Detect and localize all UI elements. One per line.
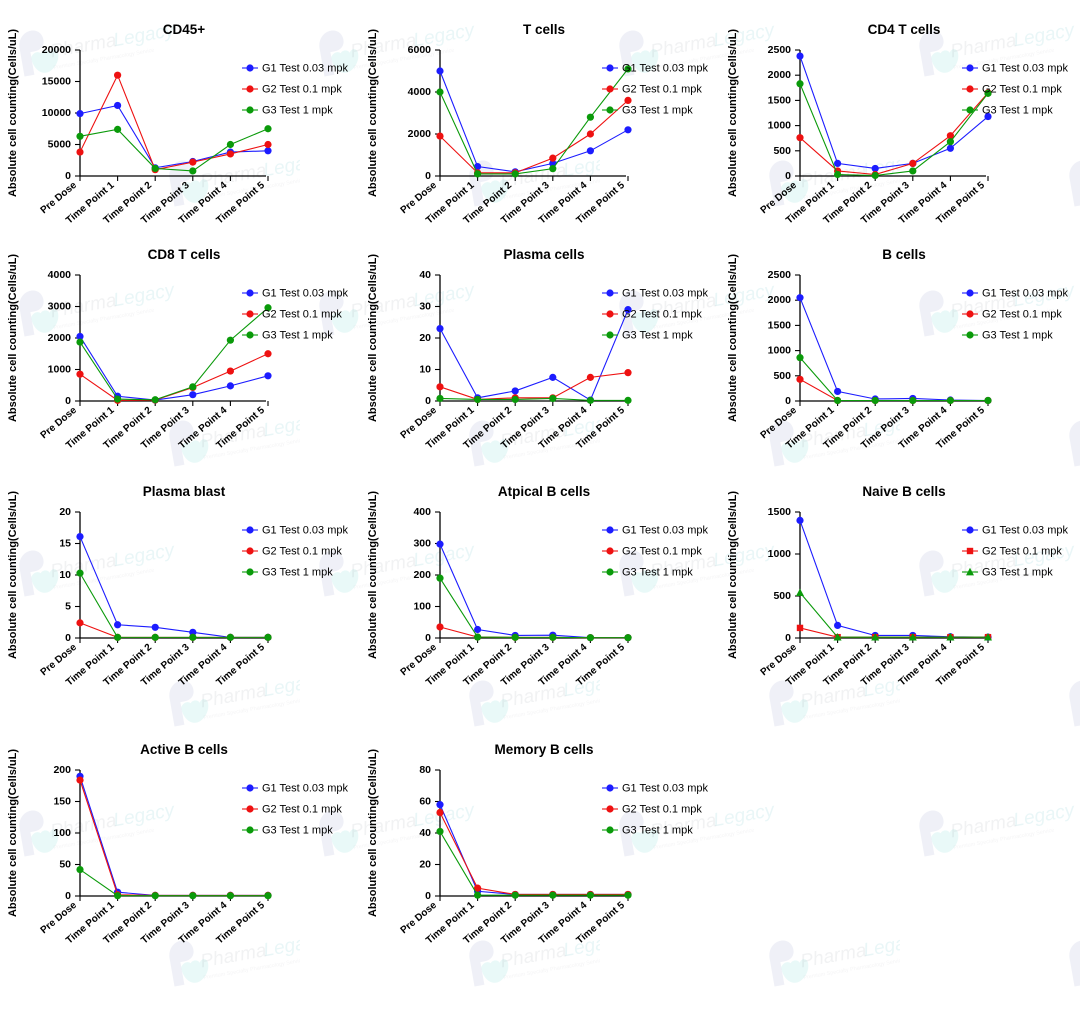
svg-text:Absolute cell counting(Cells/u: Absolute cell counting(Cells/uL) bbox=[7, 749, 19, 917]
svg-text:Plasma cells: Plasma cells bbox=[503, 247, 584, 262]
svg-text:T cells: T cells bbox=[523, 22, 565, 37]
svg-text:500: 500 bbox=[773, 590, 791, 602]
svg-text:Naive B cells: Naive B cells bbox=[862, 484, 945, 499]
svg-text:10: 10 bbox=[419, 364, 431, 376]
svg-text:20: 20 bbox=[419, 859, 431, 871]
svg-text:80: 80 bbox=[419, 764, 431, 776]
svg-text:G1 Test 0.03 mpk: G1 Test 0.03 mpk bbox=[982, 525, 1069, 537]
svg-text:Absolute cell counting(Cells/u: Absolute cell counting(Cells/uL) bbox=[727, 491, 739, 659]
svg-text:G3 Test 1 mpk: G3 Test 1 mpk bbox=[262, 567, 333, 579]
svg-text:200: 200 bbox=[53, 764, 71, 776]
svg-text:20: 20 bbox=[419, 332, 431, 344]
svg-text:G1 Test 0.03 mpk: G1 Test 0.03 mpk bbox=[622, 783, 709, 795]
svg-text:G3 Test 1 mpk: G3 Test 1 mpk bbox=[622, 330, 693, 342]
svg-text:G2 Test 0.1 mpk: G2 Test 0.1 mpk bbox=[982, 309, 1062, 321]
svg-text:1000: 1000 bbox=[48, 364, 72, 376]
svg-text:1000: 1000 bbox=[768, 120, 792, 132]
svg-text:6000: 6000 bbox=[408, 44, 432, 56]
svg-text:G1 Test 0.03 mpk: G1 Test 0.03 mpk bbox=[982, 288, 1069, 300]
svg-text:G2 Test 0.1 mpk: G2 Test 0.1 mpk bbox=[982, 84, 1062, 96]
svg-text:20000: 20000 bbox=[42, 44, 71, 56]
svg-text:30: 30 bbox=[419, 301, 431, 313]
svg-text:G3 Test 1 mpk: G3 Test 1 mpk bbox=[982, 105, 1053, 117]
svg-text:G2 Test 0.1 mpk: G2 Test 0.1 mpk bbox=[622, 309, 702, 321]
svg-text:G1 Test 0.03 mpk: G1 Test 0.03 mpk bbox=[622, 525, 709, 537]
svg-text:G3 Test 1 mpk: G3 Test 1 mpk bbox=[262, 105, 333, 117]
svg-text:2500: 2500 bbox=[768, 269, 792, 281]
svg-text:1000: 1000 bbox=[768, 345, 792, 357]
svg-text:G3 Test 1 mpk: G3 Test 1 mpk bbox=[982, 330, 1053, 342]
svg-text:G3 Test 1 mpk: G3 Test 1 mpk bbox=[622, 567, 693, 579]
svg-text:G3 Test 1 mpk: G3 Test 1 mpk bbox=[262, 330, 333, 342]
svg-text:Active B cells: Active B cells bbox=[140, 742, 228, 757]
svg-text:Plasma blast: Plasma blast bbox=[143, 484, 226, 499]
svg-text:400: 400 bbox=[413, 506, 431, 518]
svg-text:1500: 1500 bbox=[768, 94, 792, 106]
svg-text:3000: 3000 bbox=[48, 301, 72, 313]
svg-text:G2 Test 0.1 mpk: G2 Test 0.1 mpk bbox=[262, 546, 342, 558]
svg-text:1500: 1500 bbox=[768, 506, 792, 518]
svg-text:40: 40 bbox=[419, 269, 431, 281]
svg-text:1000: 1000 bbox=[768, 548, 792, 560]
svg-text:20: 20 bbox=[59, 506, 71, 518]
svg-text:G2 Test 0.1 mpk: G2 Test 0.1 mpk bbox=[622, 84, 702, 96]
svg-text:Absolute cell counting(Cells/u: Absolute cell counting(Cells/uL) bbox=[367, 491, 379, 659]
svg-text:Absolute cell counting(Cells/u: Absolute cell counting(Cells/uL) bbox=[367, 254, 379, 422]
svg-text:Absolute cell counting(Cells/u: Absolute cell counting(Cells/uL) bbox=[7, 29, 19, 197]
svg-text:4000: 4000 bbox=[408, 86, 432, 98]
svg-text:60: 60 bbox=[419, 796, 431, 808]
svg-text:G2 Test 0.1 mpk: G2 Test 0.1 mpk bbox=[622, 546, 702, 558]
svg-text:15: 15 bbox=[59, 538, 71, 550]
svg-text:Absolute cell counting(Cells/u: Absolute cell counting(Cells/uL) bbox=[7, 254, 19, 422]
svg-text:Absolute cell counting(Cells/u: Absolute cell counting(Cells/uL) bbox=[367, 749, 379, 917]
svg-text:G2 Test 0.1 mpk: G2 Test 0.1 mpk bbox=[262, 804, 342, 816]
svg-text:2000: 2000 bbox=[408, 128, 432, 140]
svg-text:Absolute cell counting(Cells/u: Absolute cell counting(Cells/uL) bbox=[367, 29, 379, 197]
svg-text:100: 100 bbox=[53, 827, 71, 839]
svg-text:Atpical B cells: Atpical B cells bbox=[498, 484, 590, 499]
svg-text:G1 Test 0.03 mpk: G1 Test 0.03 mpk bbox=[262, 63, 349, 75]
svg-text:B cells: B cells bbox=[882, 247, 926, 262]
svg-text:CD8 T cells: CD8 T cells bbox=[148, 247, 221, 262]
svg-text:5: 5 bbox=[65, 601, 71, 613]
svg-text:Absolute cell counting(Cells/u: Absolute cell counting(Cells/uL) bbox=[727, 254, 739, 422]
svg-text:200: 200 bbox=[413, 569, 431, 581]
svg-text:2000: 2000 bbox=[768, 294, 792, 306]
svg-text:4000: 4000 bbox=[48, 269, 72, 281]
svg-text:15000: 15000 bbox=[42, 76, 71, 88]
svg-text:2000: 2000 bbox=[768, 69, 792, 81]
svg-text:Absolute cell counting(Cells/u: Absolute cell counting(Cells/uL) bbox=[7, 491, 19, 659]
svg-text:1500: 1500 bbox=[768, 319, 792, 331]
svg-text:G2 Test 0.1 mpk: G2 Test 0.1 mpk bbox=[982, 546, 1062, 558]
svg-text:G1 Test 0.03 mpk: G1 Test 0.03 mpk bbox=[982, 63, 1069, 75]
svg-text:G3 Test 1 mpk: G3 Test 1 mpk bbox=[622, 825, 693, 837]
svg-text:G1 Test 0.03 mpk: G1 Test 0.03 mpk bbox=[262, 288, 349, 300]
svg-text:5000: 5000 bbox=[48, 139, 72, 151]
svg-text:Memory B cells: Memory B cells bbox=[494, 742, 593, 757]
svg-text:G1 Test 0.03 mpk: G1 Test 0.03 mpk bbox=[622, 288, 709, 300]
svg-text:G3 Test 1 mpk: G3 Test 1 mpk bbox=[982, 567, 1053, 579]
svg-text:G1 Test 0.03 mpk: G1 Test 0.03 mpk bbox=[262, 783, 349, 795]
svg-text:500: 500 bbox=[773, 370, 791, 382]
svg-text:G3 Test 1 mpk: G3 Test 1 mpk bbox=[622, 105, 693, 117]
svg-text:G1 Test 0.03 mpk: G1 Test 0.03 mpk bbox=[262, 525, 349, 537]
svg-text:50: 50 bbox=[59, 859, 71, 871]
svg-text:40: 40 bbox=[419, 827, 431, 839]
svg-text:CD45+: CD45+ bbox=[163, 22, 206, 37]
svg-text:Absolute cell counting(Cells/u: Absolute cell counting(Cells/uL) bbox=[727, 29, 739, 197]
svg-text:100: 100 bbox=[413, 601, 431, 613]
svg-text:CD4 T cells: CD4 T cells bbox=[868, 22, 941, 37]
svg-text:500: 500 bbox=[773, 145, 791, 157]
svg-text:G3 Test 1 mpk: G3 Test 1 mpk bbox=[262, 825, 333, 837]
svg-text:300: 300 bbox=[413, 538, 431, 550]
svg-text:2000: 2000 bbox=[48, 332, 72, 344]
svg-text:G2 Test 0.1 mpk: G2 Test 0.1 mpk bbox=[622, 804, 702, 816]
svg-text:G2 Test 0.1 mpk: G2 Test 0.1 mpk bbox=[262, 84, 342, 96]
svg-text:2500: 2500 bbox=[768, 44, 792, 56]
svg-text:150: 150 bbox=[53, 796, 71, 808]
svg-text:G2 Test 0.1 mpk: G2 Test 0.1 mpk bbox=[262, 309, 342, 321]
svg-text:10: 10 bbox=[59, 569, 71, 581]
svg-text:G1 Test 0.03 mpk: G1 Test 0.03 mpk bbox=[622, 63, 709, 75]
svg-text:10000: 10000 bbox=[42, 107, 71, 119]
